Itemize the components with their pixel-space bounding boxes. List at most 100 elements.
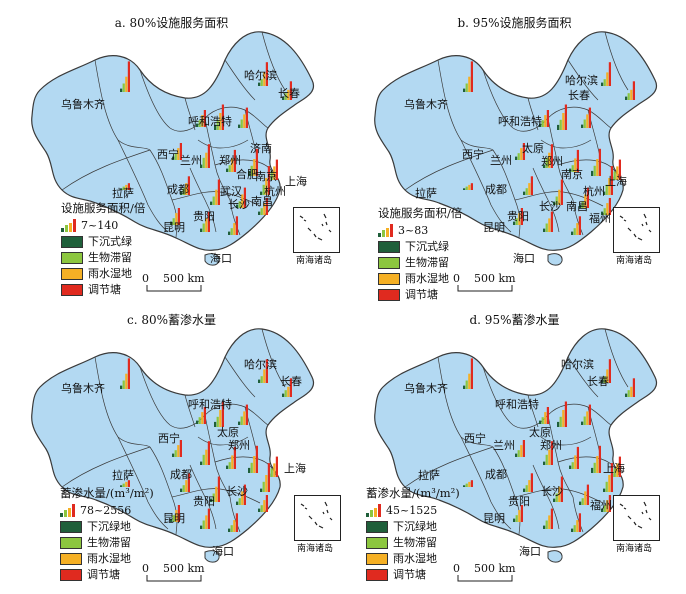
map-bar — [200, 525, 203, 529]
city-harbin: 哈尔滨 — [561, 358, 594, 371]
map-bar — [228, 528, 231, 532]
map-bar — [260, 488, 263, 492]
bar-charts-layer — [463, 61, 635, 235]
map-bar — [273, 463, 276, 477]
map-bar — [275, 159, 278, 180]
map-bar — [226, 465, 229, 469]
map-bar — [598, 148, 601, 176]
map-bar — [513, 221, 516, 225]
city-urumqi: 乌鲁木齐 — [61, 382, 105, 395]
map-bar — [260, 208, 263, 215]
map-bar — [608, 359, 611, 383]
map-bar — [214, 124, 217, 130]
map-bar — [560, 179, 563, 205]
map-bar — [215, 189, 218, 205]
map-bar — [179, 440, 182, 457]
map-bar — [608, 62, 611, 86]
map-bar — [603, 208, 606, 215]
map-bar — [544, 115, 547, 127]
city-kunming: 昆明 — [483, 512, 505, 525]
map-bar — [613, 171, 616, 180]
south-china-sea-inset — [613, 495, 660, 541]
legend-label: 雨水湿地 — [87, 552, 131, 565]
map-bar — [217, 476, 220, 502]
inset-label: 南海诸岛 — [616, 256, 653, 266]
inset-label: 南海诸岛 — [616, 544, 653, 554]
city-nanchang: 南昌 — [566, 200, 588, 213]
city-hangzhou: 杭州 — [264, 185, 286, 198]
map-bar — [548, 152, 551, 168]
map-bar — [233, 520, 236, 532]
city-zhengzhou: 郑州 — [540, 439, 562, 452]
legend-label: 生物滞留 — [88, 251, 132, 264]
map-bar — [618, 456, 621, 477]
map-bar — [562, 410, 565, 427]
map-bar — [562, 113, 565, 130]
map-bar — [557, 421, 560, 427]
map-bar — [265, 62, 268, 86]
map-bar — [588, 404, 591, 425]
map-bar — [230, 228, 233, 235]
map-bar — [578, 216, 581, 235]
map-bar — [601, 379, 604, 383]
city-changsha: 长沙 — [539, 200, 561, 213]
city-hohhot: 呼和浩特 — [188, 398, 232, 411]
legend-swatch — [60, 536, 82, 549]
map-bar — [605, 481, 608, 492]
city-xining: 西宁 — [158, 432, 180, 445]
map-bar — [172, 156, 175, 160]
city-kunming: 昆明 — [163, 512, 185, 525]
legend-swatch — [60, 520, 82, 533]
city-jinan: 济南 — [250, 142, 272, 155]
legend-item: 生物滞留 — [378, 256, 462, 269]
map-bar — [470, 358, 473, 389]
legend-label: 生物滞留 — [87, 536, 131, 549]
map-bar — [603, 376, 606, 383]
map-bar — [265, 178, 268, 195]
scale-line — [457, 575, 513, 582]
map-bar — [591, 467, 594, 473]
city-harbin: 哈尔滨 — [244, 358, 277, 371]
city-changchun: 长春 — [280, 375, 302, 388]
map-bar — [465, 483, 468, 487]
bar-charts-layer — [120, 358, 292, 532]
map-bar — [265, 198, 268, 215]
map-bar — [243, 411, 246, 425]
map-bar — [522, 143, 525, 160]
map-bar — [550, 441, 553, 465]
city-zhengzhou: 郑州 — [219, 154, 241, 167]
legend-range-text: 3~83 — [398, 224, 429, 237]
map-bar — [463, 188, 466, 190]
map-bar — [240, 119, 243, 128]
map-bar — [613, 468, 616, 477]
map-bar — [593, 165, 596, 176]
city-chengdu: 成都 — [167, 183, 189, 196]
map-bar — [576, 520, 579, 532]
map-bar — [465, 186, 468, 190]
city-guiyang: 贵阳 — [193, 495, 215, 508]
map-bar — [221, 401, 224, 427]
map-bar — [262, 481, 265, 492]
islands-icon — [299, 213, 332, 241]
legend-swatch — [60, 552, 82, 565]
map-bar — [172, 515, 175, 522]
map-bar — [243, 114, 246, 128]
map-bar — [187, 473, 190, 492]
map-bar — [200, 228, 203, 232]
legend: 蓄渗水量/(m³/m²) 78~2556 下沉绿地 生物滞留 雨水湿地 调节塘 — [60, 487, 154, 584]
map-bar — [187, 176, 190, 195]
map-bar — [238, 201, 241, 208]
map-bar — [517, 153, 520, 160]
map-bar — [203, 407, 206, 424]
city-haikou: 海口 — [210, 252, 232, 265]
map-bar — [520, 505, 523, 522]
map-bar — [267, 166, 270, 195]
map-bar — [470, 480, 473, 487]
map-bar — [528, 183, 531, 195]
scale-line — [146, 575, 202, 582]
legend-item: 下沉式绿 — [61, 235, 145, 248]
map-bar — [559, 119, 562, 130]
map-bar — [282, 393, 285, 397]
legend-title: 蓄渗水量/(m³/m²) — [366, 486, 460, 500]
map-bar — [463, 485, 466, 487]
